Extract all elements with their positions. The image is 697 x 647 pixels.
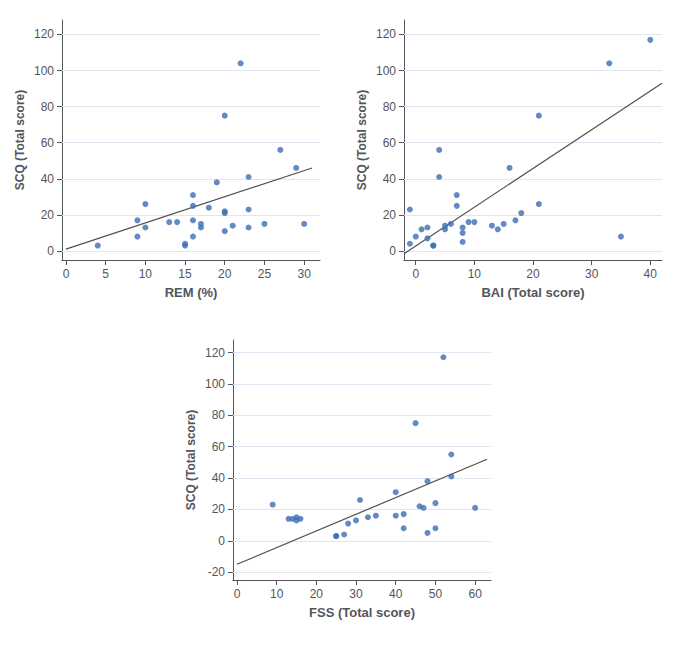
svg-text:60: 60	[468, 587, 482, 601]
svg-text:BAI (Total score): BAI (Total score)	[481, 285, 584, 300]
svg-text:40: 40	[644, 267, 658, 281]
svg-text:120: 120	[205, 346, 225, 360]
svg-text:25: 25	[258, 267, 272, 281]
svg-text:0: 0	[234, 587, 241, 601]
svg-text:120: 120	[376, 27, 396, 41]
svg-text:80: 80	[41, 100, 55, 114]
svg-text:40: 40	[383, 172, 397, 186]
svg-text:20: 20	[310, 587, 324, 601]
svg-text:-20: -20	[208, 565, 226, 579]
svg-text:20: 20	[218, 267, 232, 281]
svg-text:30: 30	[585, 267, 599, 281]
svg-text:0: 0	[63, 267, 70, 281]
svg-text:0: 0	[389, 244, 396, 258]
svg-text:0: 0	[47, 244, 54, 258]
svg-text:0: 0	[412, 267, 419, 281]
svg-text:10: 10	[468, 267, 482, 281]
svg-text:15: 15	[178, 267, 192, 281]
svg-text:REM (%): REM (%)	[165, 285, 218, 300]
svg-text:100: 100	[34, 64, 54, 78]
svg-text:0: 0	[218, 534, 225, 548]
svg-text:20: 20	[212, 502, 226, 516]
svg-text:80: 80	[383, 100, 397, 114]
svg-text:SCQ (Total score): SCQ (Total score)	[184, 410, 198, 510]
svg-text:60: 60	[383, 136, 397, 150]
svg-text:10: 10	[139, 267, 153, 281]
svg-text:40: 40	[41, 172, 55, 186]
svg-text:10: 10	[270, 587, 284, 601]
svg-text:SCQ (Total score): SCQ (Total score)	[355, 90, 369, 190]
svg-text:30: 30	[349, 587, 363, 601]
svg-text:100: 100	[205, 377, 225, 391]
svg-text:20: 20	[526, 267, 540, 281]
svg-text:20: 20	[383, 208, 397, 222]
svg-text:5: 5	[102, 267, 109, 281]
svg-text:60: 60	[41, 136, 55, 150]
svg-text:40: 40	[212, 471, 226, 485]
svg-text:FSS (Total score): FSS (Total score)	[309, 605, 415, 620]
svg-text:20: 20	[41, 208, 55, 222]
svg-text:120: 120	[34, 27, 54, 41]
svg-text:30: 30	[297, 267, 311, 281]
svg-text:50: 50	[429, 587, 443, 601]
svg-text:SCQ (Total score): SCQ (Total score)	[13, 90, 27, 190]
svg-text:60: 60	[212, 440, 226, 454]
svg-text:100: 100	[376, 64, 396, 78]
svg-text:40: 40	[389, 587, 403, 601]
svg-text:80: 80	[212, 408, 226, 422]
